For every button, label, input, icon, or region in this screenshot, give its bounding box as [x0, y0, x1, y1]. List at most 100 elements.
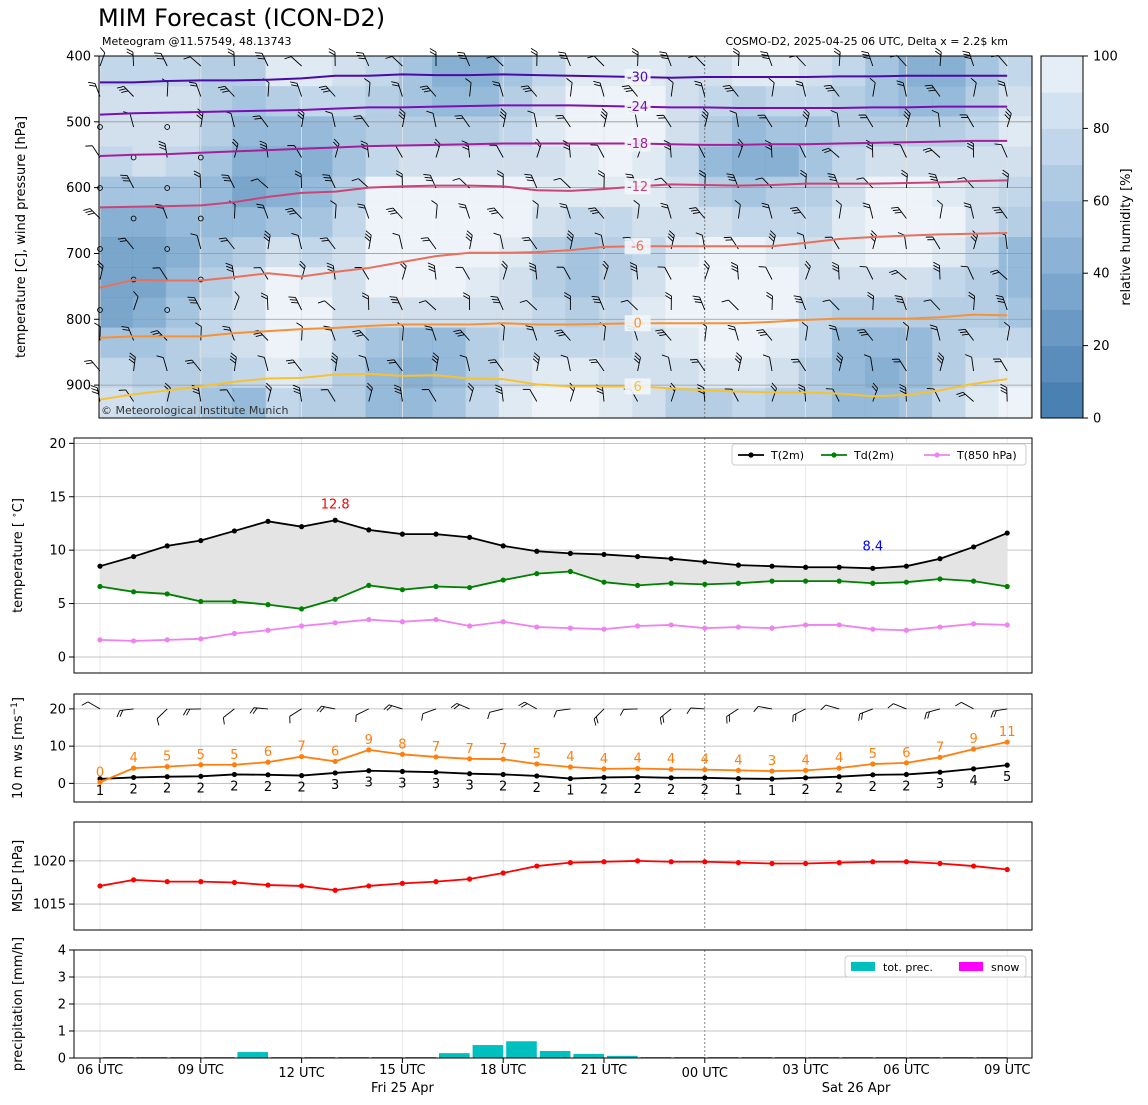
wind-barb-flag — [931, 109, 939, 114]
wind-barb — [670, 388, 676, 402]
wind-barb-flag — [805, 260, 811, 267]
humidity-cell — [998, 327, 1032, 359]
mean-wind-speed-point — [903, 771, 910, 778]
mean-wind-label: 2 — [129, 782, 137, 797]
colorbar-tick-label: 80 — [1093, 122, 1110, 137]
humidity-cell — [465, 327, 500, 359]
wind-barb-flag — [425, 328, 433, 331]
wind-barb-flag — [330, 200, 337, 205]
series-t850hpa-point — [1004, 622, 1010, 628]
wind-barb — [360, 115, 370, 128]
wind-barb-10m — [993, 708, 1008, 712]
humidity-cell — [165, 297, 200, 329]
wind-barb-flag — [84, 359, 92, 362]
gust-wind-label: 5 — [163, 750, 171, 765]
wind-barb-10m — [87, 701, 101, 710]
wind-barb-10m-flag — [119, 710, 124, 717]
precipitation-panel-ylabel: precipitation [mm/h] — [11, 937, 26, 1071]
wind-barb-flag — [692, 295, 700, 298]
gust-wind-speed-point — [433, 754, 439, 760]
wind-barb — [432, 113, 437, 128]
x-tick-label: 15 UTC — [379, 1063, 425, 1078]
wind-barb-flag — [756, 329, 764, 332]
colorbar-band — [1041, 309, 1083, 347]
wind-barb — [431, 327, 437, 341]
wind-barb-flag — [733, 47, 740, 53]
humidity-cell — [765, 267, 800, 298]
y-tick-label: 1020 — [33, 854, 66, 869]
wind-barb-flag — [395, 173, 403, 178]
wind-barb-flag — [761, 202, 769, 206]
humidity-cell — [465, 86, 500, 117]
humidity-cell — [365, 206, 400, 238]
isotherm-label-bg — [624, 69, 651, 86]
wind-barb-flag — [388, 361, 396, 364]
wind-barb — [325, 85, 336, 97]
wind-barb — [99, 265, 104, 280]
isotherm-line — [99, 232, 1008, 289]
wind-barb-flag — [963, 202, 971, 206]
wind-barb-flag — [263, 233, 270, 239]
mean-wind-speed-point — [803, 775, 809, 781]
gust-wind-speed-point — [971, 746, 977, 752]
humidity-cell — [132, 176, 167, 208]
wind-barb-flag — [869, 77, 876, 84]
wind-barb-flag — [592, 298, 600, 301]
wind-barb-flag — [923, 299, 931, 302]
humidity-cell — [698, 267, 733, 298]
wind-barb-flag — [764, 139, 772, 144]
humidity-cell — [532, 387, 567, 418]
isotherm-line — [99, 139, 1008, 158]
wind-barb-10m — [859, 708, 873, 715]
gust-wind-speed-point — [299, 753, 305, 760]
wind-barb-10m-flag — [924, 712, 927, 720]
gust-wind-label: 4 — [667, 752, 675, 767]
wind-barb-flag — [297, 114, 304, 120]
wind-barb-10m — [825, 704, 840, 710]
wind-barb-10m-flag — [955, 701, 962, 707]
wind-barb-flag — [964, 56, 972, 59]
humidity-cell — [832, 86, 866, 117]
wind-barb — [266, 295, 269, 311]
wind-barb-flag — [1004, 114, 1010, 120]
mean-wind-speed-point — [433, 769, 439, 775]
wind-barb — [368, 82, 371, 97]
series-t2m-point — [231, 528, 237, 534]
wind-barb-flag — [789, 207, 798, 209]
wind-barb-flag — [800, 169, 807, 175]
x-tick-label: 03 UTC — [782, 1063, 828, 1078]
wind-barb-flag — [1006, 108, 1012, 114]
wind-barb-flag — [626, 176, 634, 179]
wind-barb-flag — [367, 382, 373, 389]
wind-barb-flag — [192, 387, 200, 392]
wind-barb — [635, 265, 639, 280]
wind-barb-flag — [901, 169, 908, 175]
wind-barb — [563, 267, 571, 280]
humidity-cell — [565, 116, 600, 148]
wind-barb-flag — [463, 292, 470, 297]
wind-barb-flag — [500, 108, 507, 114]
wind-barb-flag — [766, 291, 773, 297]
wind-barb-10m-flag — [753, 706, 759, 713]
series-td2m-point — [299, 606, 305, 612]
humidity-cell — [798, 357, 833, 389]
wind-barb-flag — [862, 53, 870, 57]
meteogram-location: Meteogram @11.57549, 48.13743 — [102, 35, 292, 48]
humidity-cell — [265, 267, 300, 298]
humidity-cell — [232, 56, 267, 87]
gust-wind-label: 4 — [835, 751, 843, 766]
wind-barb-flag — [704, 260, 710, 267]
humidity-cell — [865, 146, 900, 178]
gust-wind-speed-point — [601, 766, 607, 772]
wind-barb — [963, 177, 974, 189]
wind-barb-flag — [933, 267, 940, 273]
humidity-cell — [398, 56, 433, 87]
colorbar-band — [1041, 345, 1083, 383]
wind-barb-10m-flag — [383, 704, 390, 710]
legend-box — [731, 443, 1027, 466]
wind-barb-flag — [833, 50, 841, 56]
wind-barb-flag — [87, 81, 96, 84]
wind-barb — [461, 115, 470, 128]
series-t2m-point — [131, 553, 137, 560]
series-td2m-point — [366, 582, 372, 589]
